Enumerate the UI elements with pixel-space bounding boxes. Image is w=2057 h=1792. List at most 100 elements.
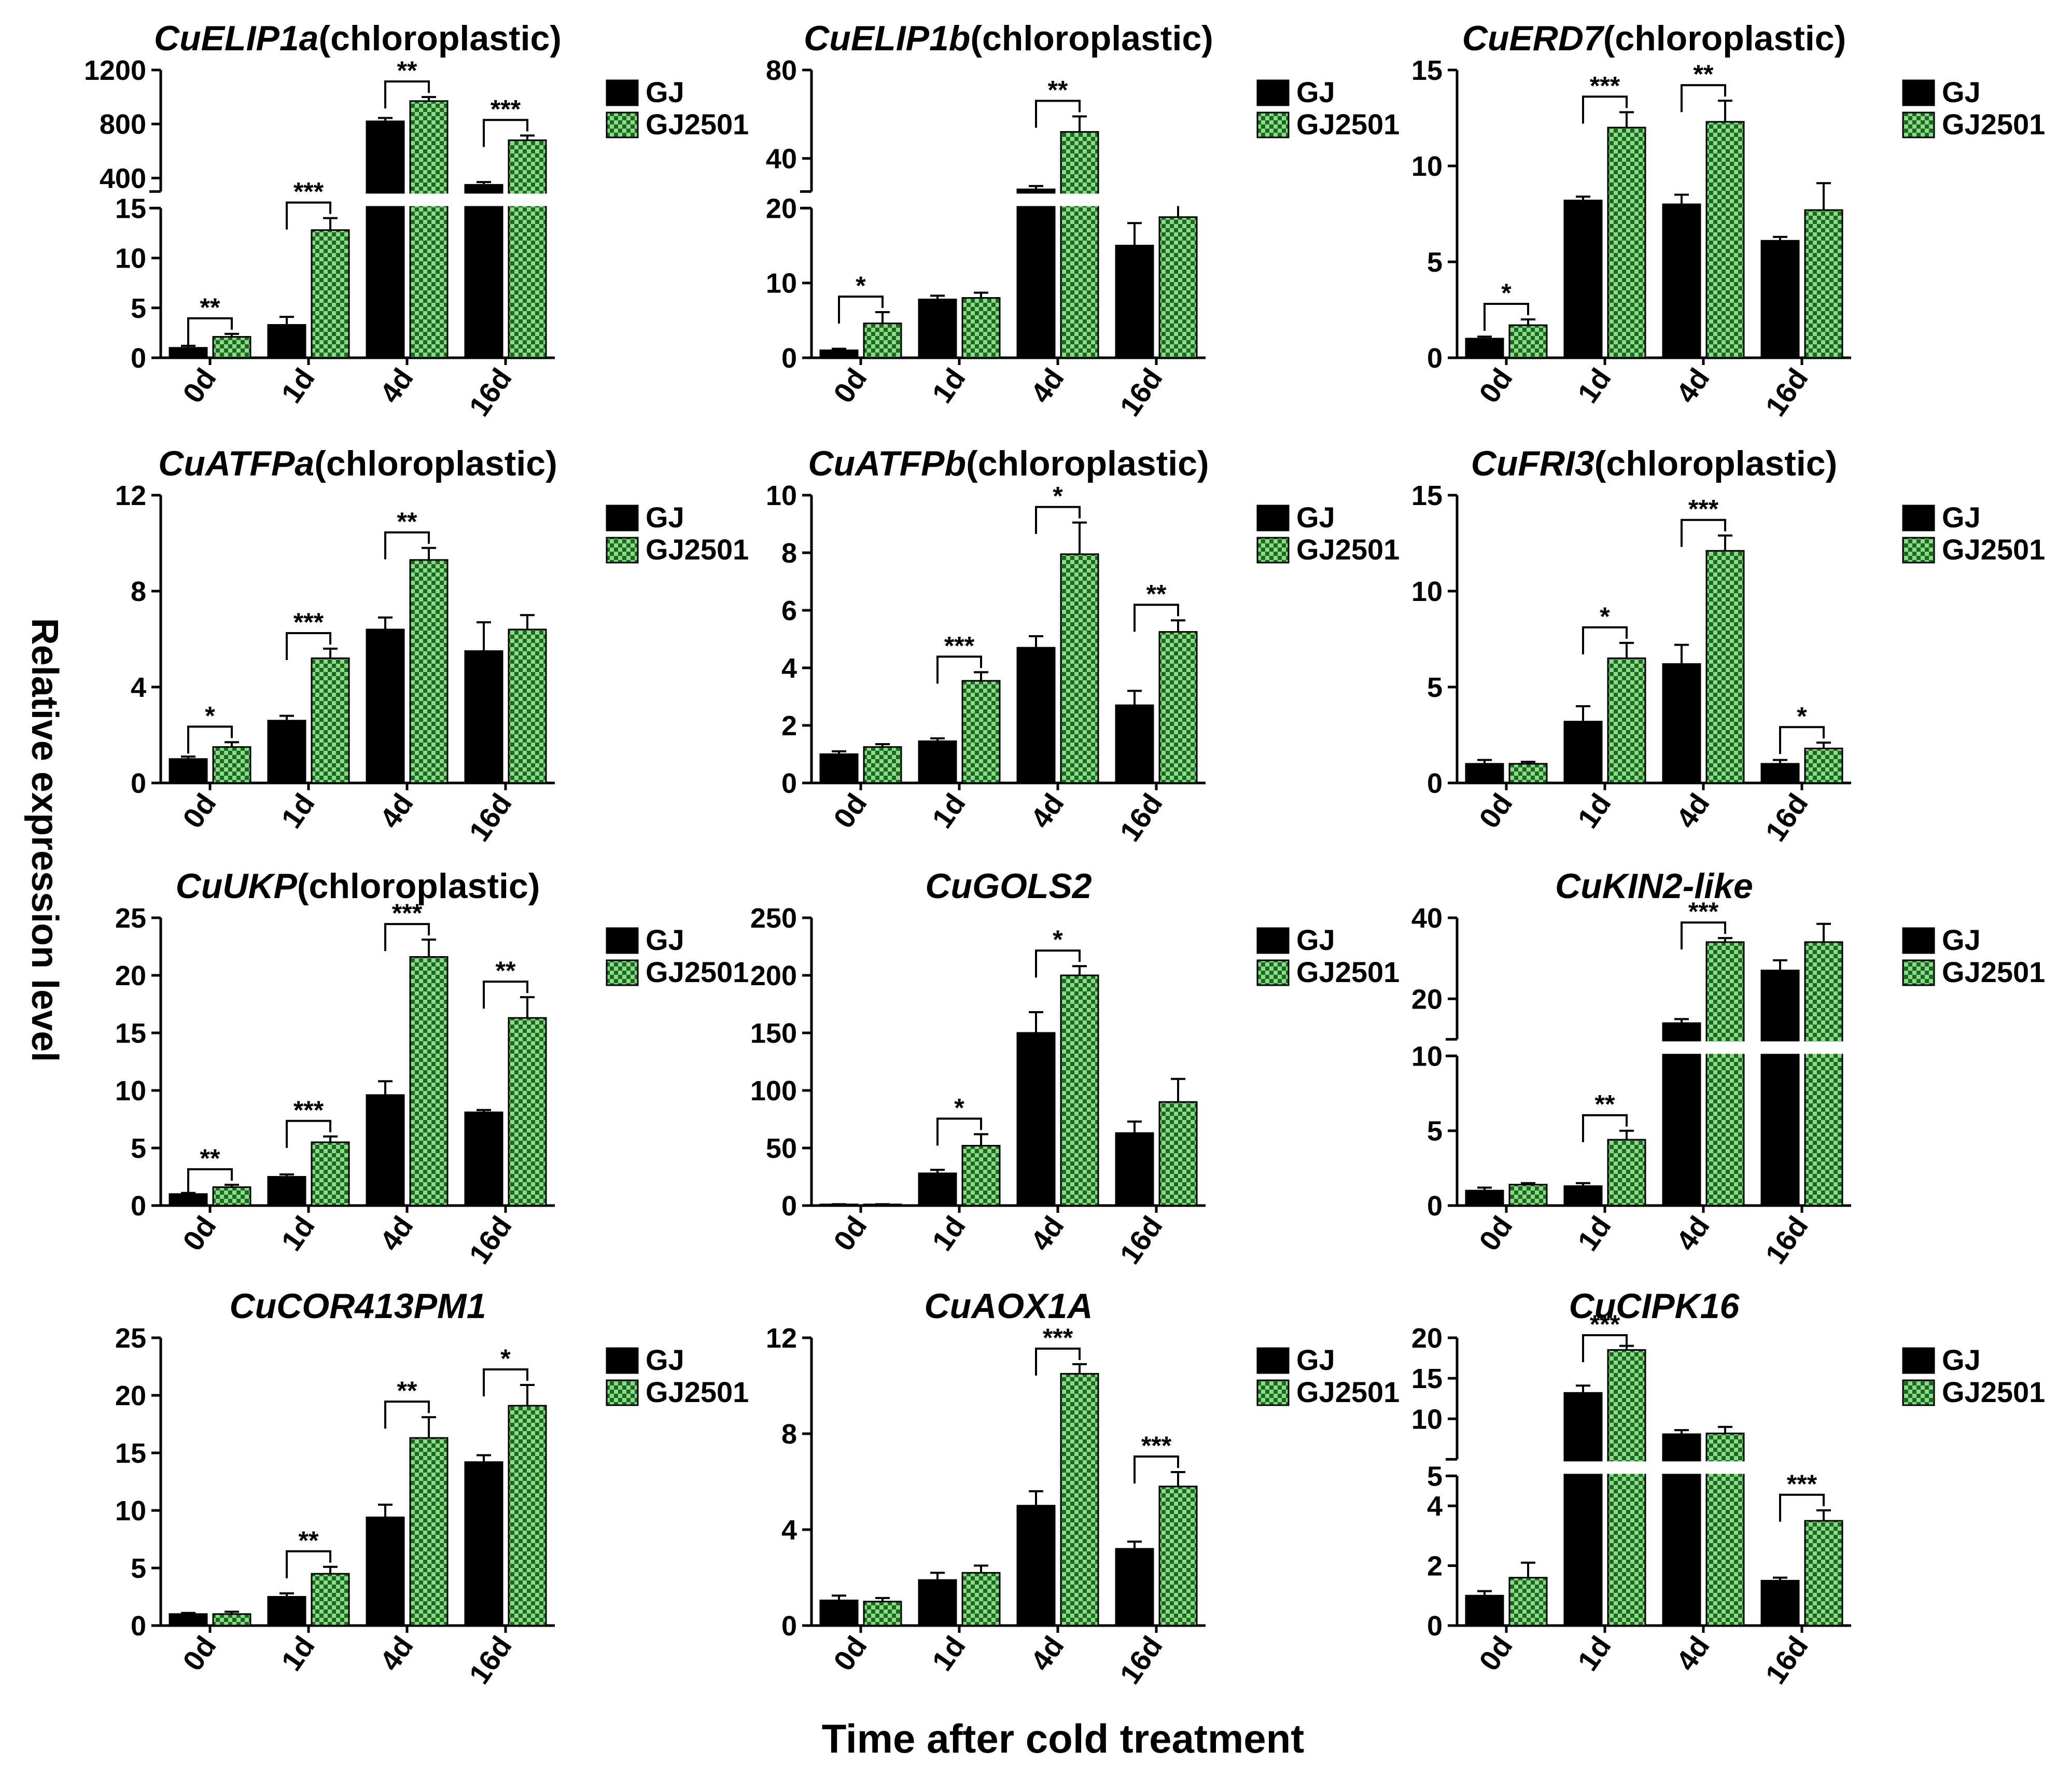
sig-label: * bbox=[1053, 482, 1063, 511]
y-tick-label: 50 bbox=[766, 1133, 797, 1164]
bar-GJ-1d bbox=[267, 720, 306, 784]
panel-title-gene: CuELIP1b bbox=[804, 19, 970, 58]
bar-GJ-4d bbox=[1016, 647, 1056, 784]
sig-label: *** bbox=[491, 94, 521, 123]
sig-bracket bbox=[187, 317, 233, 345]
sig-label: ** bbox=[200, 1144, 220, 1173]
legend-label-GJ: GJ bbox=[646, 76, 684, 108]
y-tick-label: 15 bbox=[115, 1018, 146, 1049]
y-tick-label: 25 bbox=[115, 1323, 146, 1354]
y-tick-label: 6 bbox=[781, 595, 797, 626]
y-tick-label: 12 bbox=[766, 1323, 797, 1354]
x-tick-label: 4d bbox=[1670, 1630, 1716, 1677]
legend-label-GJ: GJ bbox=[1942, 76, 1981, 108]
sig-bracket bbox=[1035, 949, 1081, 978]
x-tick-label: 4d bbox=[1024, 1630, 1070, 1677]
bar-GJ-0d bbox=[169, 758, 208, 784]
legend-label-GJ2501: GJ2501 bbox=[1296, 956, 1400, 988]
sig-label: *** bbox=[944, 631, 975, 660]
bar-GJ2501-4d bbox=[1705, 121, 1745, 359]
panel-title-suffix: (chloroplastic) bbox=[1594, 444, 1838, 483]
legend-swatch-GJ2501 bbox=[1902, 1379, 1935, 1406]
x-tick-label: 0d bbox=[827, 788, 873, 834]
bar-GJ-4d bbox=[366, 1094, 405, 1207]
bar-GJ2501-16d bbox=[508, 1405, 547, 1627]
sig-label: ** bbox=[496, 956, 516, 985]
y-tick-label: 5 bbox=[1427, 1461, 1443, 1492]
panel-title: CuELIP1a(chloroplastic) bbox=[154, 19, 562, 58]
sig-label: *** bbox=[1141, 1431, 1172, 1460]
sig-bracket bbox=[1582, 626, 1628, 654]
legend-swatch-GJ bbox=[1256, 79, 1290, 106]
bar-GJ2501-0d bbox=[1508, 324, 1548, 359]
legend-label-GJ2501: GJ2501 bbox=[1296, 108, 1400, 141]
sig-bracket bbox=[1035, 100, 1081, 128]
legend-label-GJ2501: GJ2501 bbox=[1296, 1376, 1400, 1408]
bar-GJ2501-16d bbox=[508, 628, 547, 784]
y-tick-label: 40 bbox=[766, 143, 797, 174]
legend-label-GJ2501: GJ2501 bbox=[1942, 533, 2045, 566]
legend-swatch-GJ bbox=[1256, 1347, 1290, 1374]
legend-swatch-GJ bbox=[606, 1347, 639, 1374]
y-tick-label: 4 bbox=[131, 672, 146, 703]
x-tick-label: 16d bbox=[1113, 362, 1169, 422]
y-tick-label: 0 bbox=[781, 768, 797, 799]
panels: CuELIP1a(chloroplastic)05101540080012000… bbox=[84, 19, 2045, 1690]
bar-GJ2501-16d bbox=[1804, 209, 1843, 359]
y-tick-label: 10 bbox=[1411, 151, 1443, 182]
x-tick-label: 0d bbox=[176, 1210, 222, 1257]
sig-label: *** bbox=[1043, 1323, 1073, 1352]
bar-GJ2501-4d bbox=[1705, 941, 1745, 1207]
x-tick-label: 0d bbox=[176, 788, 222, 834]
bar-GJ2501-16d bbox=[1158, 216, 1198, 359]
y-tick-label: 10 bbox=[766, 480, 797, 511]
y-tick-label: 0 bbox=[781, 1611, 797, 1642]
legend-swatch-GJ2501 bbox=[606, 537, 639, 564]
panel-title-gene: CuFRI3 bbox=[1471, 444, 1594, 483]
bar-GJ-16d bbox=[1760, 1579, 1800, 1627]
sig-bracket bbox=[1582, 1114, 1628, 1142]
bar-GJ-1d bbox=[267, 324, 306, 359]
x-tick-label: 4d bbox=[373, 1210, 419, 1257]
bar-GJ2501-1d bbox=[1607, 657, 1646, 784]
x-tick-label: 1d bbox=[275, 788, 321, 834]
sig-label: *** bbox=[293, 177, 324, 206]
bar-GJ2501-0d bbox=[863, 323, 902, 359]
legend-swatch-GJ2501 bbox=[1902, 959, 1935, 986]
y-tick-label: 5 bbox=[1427, 247, 1443, 278]
panel-title-suffix: (chloroplastic) bbox=[970, 19, 1213, 58]
y-tick-label: 2 bbox=[1427, 1551, 1443, 1582]
y-tick-label: 10 bbox=[115, 243, 146, 274]
x-tick-label: 16d bbox=[463, 788, 518, 847]
bar-GJ-16d bbox=[1760, 970, 1800, 1207]
x-tick-label: 0d bbox=[1473, 1630, 1519, 1677]
legend-label-GJ2501: GJ2501 bbox=[1942, 108, 2045, 141]
bar-GJ-0d bbox=[819, 753, 859, 784]
sig-label: * bbox=[1053, 925, 1063, 954]
x-tick-label: 1d bbox=[926, 1630, 972, 1677]
legend-swatch-GJ2501 bbox=[1256, 111, 1290, 138]
x-tick-label: 16d bbox=[1113, 788, 1169, 847]
bar-GJ-4d bbox=[366, 628, 405, 784]
y-tick-label: 8 bbox=[781, 538, 797, 569]
bar-GJ2501-0d bbox=[212, 336, 251, 359]
x-tick-label: 4d bbox=[1024, 788, 1070, 834]
bar-GJ-1d bbox=[918, 740, 957, 784]
sig-label: *** bbox=[1688, 495, 1719, 524]
y-tick-label: 10 bbox=[1411, 576, 1443, 607]
x-tick-label: 4d bbox=[1024, 1210, 1070, 1257]
x-tick-label: 0d bbox=[1473, 362, 1519, 409]
panel-title-suffix: (chloroplastic) bbox=[1603, 19, 1846, 58]
x-tick-label: 1d bbox=[926, 788, 972, 834]
legend-swatch-GJ2501 bbox=[1902, 111, 1935, 138]
legend-swatch-GJ bbox=[606, 505, 639, 531]
legend-swatch-GJ2501 bbox=[606, 959, 639, 986]
legend-label-GJ2501: GJ2501 bbox=[646, 108, 749, 141]
panel-title-gene: CuAOX1A bbox=[925, 1286, 1093, 1326]
bar-GJ-0d bbox=[1465, 1594, 1504, 1627]
bar-GJ-16d bbox=[1115, 1132, 1154, 1207]
bar-GJ2501-16d bbox=[1804, 747, 1843, 784]
